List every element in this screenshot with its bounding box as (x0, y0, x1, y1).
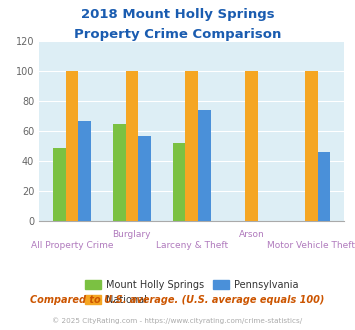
Bar (245, 71, 258, 221)
Bar (78, 121, 91, 221)
Text: © 2025 CityRating.com - https://www.cityrating.com/crime-statistics/: © 2025 CityRating.com - https://www.city… (53, 317, 302, 324)
Text: Burglary: Burglary (113, 230, 151, 239)
Bar (126, 71, 138, 221)
Bar (138, 136, 151, 221)
Bar (305, 71, 318, 221)
Bar (113, 124, 126, 221)
Text: Property Crime Comparison: Property Crime Comparison (74, 28, 281, 41)
Legend: Mount Holly Springs, National, Pennsylvania: Mount Holly Springs, National, Pennsylva… (85, 280, 298, 305)
Bar (173, 143, 185, 221)
Bar (66, 71, 78, 221)
Text: Compared to U.S. average. (U.S. average equals 100): Compared to U.S. average. (U.S. average … (30, 295, 325, 305)
Text: Motor Vehicle Theft: Motor Vehicle Theft (267, 241, 355, 249)
Text: Arson: Arson (239, 230, 264, 239)
Text: 2018 Mount Holly Springs: 2018 Mount Holly Springs (81, 8, 274, 21)
Text: All Property Crime: All Property Crime (31, 241, 113, 249)
Bar (198, 110, 211, 221)
Bar (185, 71, 198, 221)
Bar (318, 152, 330, 221)
Text: Larceny & Theft: Larceny & Theft (155, 241, 228, 249)
Bar (53, 148, 66, 221)
